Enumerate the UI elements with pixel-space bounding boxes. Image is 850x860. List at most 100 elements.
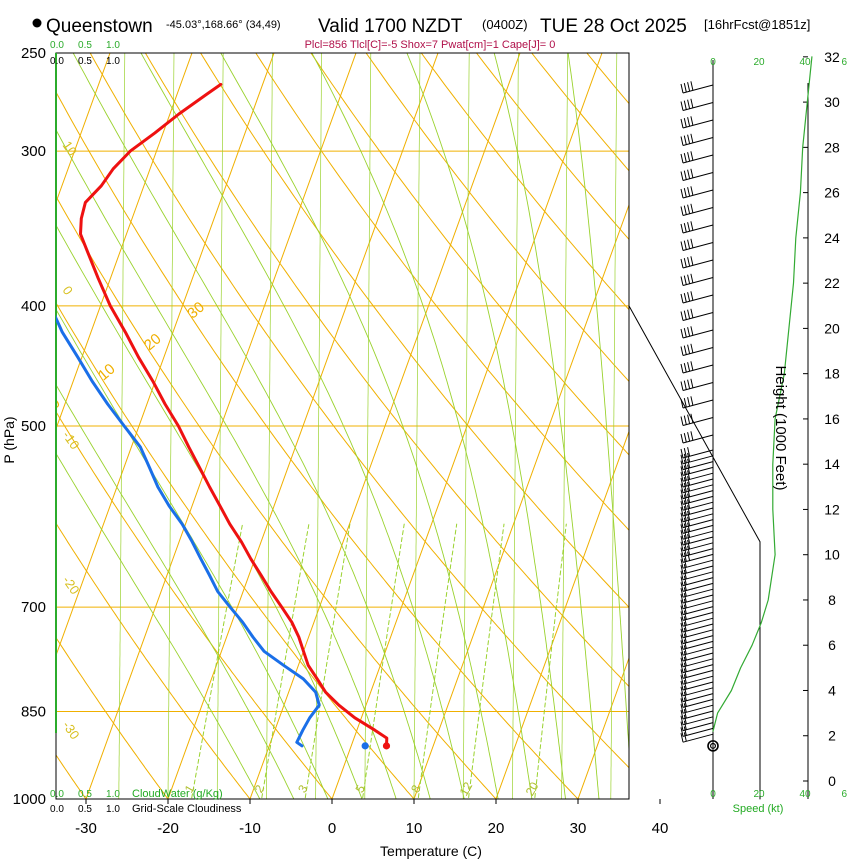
wind-barb-staff: [682, 722, 714, 732]
wind-barb-flag: [680, 153, 684, 164]
theta-e-line: [610, 53, 618, 799]
cloudwater-bottom-tick: 0.5: [78, 789, 92, 800]
wind-barb-staff: [682, 710, 714, 720]
wind-barb: [680, 291, 714, 304]
wind-barb-flag: [680, 657, 684, 667]
wind-barb: [680, 685, 714, 697]
wind-barb-flag: [680, 593, 684, 604]
wind-barb-flag: [690, 378, 694, 388]
wind-barb-flag: [683, 534, 687, 545]
wind-barb-flag: [687, 292, 691, 302]
wind-barb-flag: [683, 679, 687, 690]
wind-barb: [680, 326, 714, 339]
wind-barb-flag: [683, 703, 687, 713]
wind-barb-flag: [680, 483, 684, 493]
isotherm: [249, 53, 521, 799]
wind-barb-flag: [683, 82, 687, 93]
wind-barb-flag: [690, 291, 694, 301]
isotherm: [413, 203, 629, 799]
wind-barb: [680, 186, 714, 199]
mixing-ratio-line: [417, 523, 458, 799]
wind-barb-flag: [687, 534, 691, 544]
wind-barb-staff: [682, 606, 714, 616]
wind-barb-flag: [680, 628, 684, 638]
wind-barb-flag: [683, 482, 687, 493]
theta-e-line: [561, 53, 568, 799]
dry-adiabat: [56, 91, 579, 799]
wind-barb-flag: [683, 558, 687, 568]
wind-barb-flag: [683, 275, 687, 285]
wind-barb: [680, 343, 714, 356]
wind-barb-flag: [690, 343, 694, 353]
theta-e-line: [216, 53, 224, 799]
wind-barb-flag: [683, 117, 687, 128]
wind-barb-staff: [682, 675, 714, 685]
dry-adiabat: [200, 53, 629, 609]
surface-wind-inner-icon: [709, 742, 716, 749]
temperature-tick-label: 40: [652, 820, 669, 837]
wind-barb-staff: [682, 559, 714, 569]
x-axis-title: Temperature (C): [380, 843, 482, 859]
wind-barb-flag: [683, 563, 687, 574]
wind-barb-flag: [680, 669, 684, 679]
wind-barb-flag: [680, 258, 684, 269]
wind-barb-flag: [680, 553, 684, 563]
height-tick-label: 20: [824, 320, 840, 336]
wind-barb-staff: [682, 594, 714, 604]
wind-barb-staff: [682, 259, 714, 269]
wind-barb-flag: [687, 239, 691, 249]
wind-barb-flag: [687, 487, 691, 497]
wind-barb-flag: [690, 326, 694, 336]
wind-barb-flag: [683, 714, 687, 725]
wind-barb-staff: [682, 716, 714, 726]
wind-barb: [680, 697, 714, 708]
wind-barb-staff: [682, 294, 714, 304]
wind-barb-flag: [687, 187, 691, 197]
wind-barb: [680, 656, 714, 668]
moist-adiabat: [56, 452, 261, 799]
isotherm: [495, 430, 629, 799]
wind-barb-staff: [682, 189, 714, 199]
wind-barb-flag: [687, 458, 691, 468]
wind-barb-flag: [690, 133, 694, 143]
cloudwater-top-tick: 1.0: [106, 40, 120, 51]
wind-barb-flag: [687, 539, 691, 550]
wind-barb-flag: [687, 522, 691, 532]
panel-diagonal: [628, 305, 761, 800]
wind-barb: [680, 679, 714, 691]
wind-barb: [680, 413, 714, 426]
theta-e-line: [266, 53, 273, 799]
wind-barb-flag: [683, 511, 687, 522]
chart-header: Queenstown -45.03°,168.66° (34,49) Valid…: [32, 16, 810, 51]
wind-barb: [680, 203, 714, 216]
mixing-ratio-line: [467, 523, 505, 799]
wind-barb-flag: [683, 616, 687, 626]
wind-barb-flag: [680, 663, 684, 673]
wind-barb-flag: [683, 720, 687, 730]
wind-barb-flag: [680, 241, 684, 251]
speed-top-tick: 0: [710, 57, 716, 68]
wind-barb-flag: [683, 604, 687, 614]
wind-barb-staff: [682, 669, 714, 679]
theta-e-line: [315, 53, 322, 799]
isotherm: [167, 53, 439, 799]
mixing-ratio-label: 20: [523, 779, 542, 798]
moist-adiabat: [56, 383, 295, 799]
height-tick-label: 0: [828, 773, 836, 789]
wind-barb: [680, 378, 714, 391]
wind-barb-flag: [683, 488, 687, 498]
wind-barb-flag: [687, 344, 691, 354]
speed-bottom-tick: 40: [799, 789, 811, 800]
wind-barb-staff: [682, 629, 714, 639]
wind-barb-flag: [687, 493, 691, 503]
cloudwater-label: CloudWater (g/Kg): [132, 788, 223, 800]
wind-barb-flag: [680, 495, 684, 505]
speed-top-tick-extra: 6: [841, 57, 847, 68]
wind-barb-flag: [680, 506, 684, 517]
wind-barb-flag: [683, 645, 687, 655]
wind-barb-flag: [687, 545, 691, 555]
wind-barb-flag: [680, 559, 684, 569]
wind-barb: [680, 720, 714, 732]
wind-barb: [680, 639, 714, 650]
